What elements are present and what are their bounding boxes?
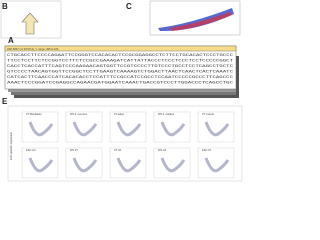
plot-frame — [21, 111, 59, 143]
sequence-stack: H3P-5847.m1 FOSTLE_Y, range: 408 to 106 … — [4, 45, 239, 98]
figure: B C A H3P-5847.m1 FOSTLE_Y, range: 408 t… — [0, 0, 243, 182]
plot-title: 3T adipo — [114, 112, 125, 116]
sequence-line: TTCCTCCTTCTCCGGTCCTTCTCCGCCGAAAGATCATTAT… — [7, 59, 233, 63]
plot-frame — [197, 147, 235, 179]
arrow — [21, 12, 39, 35]
plot-frame — [197, 111, 235, 143]
plot-title: 3T ctrl — [114, 148, 122, 152]
y-axis-label: ESC-specific expression — [9, 131, 13, 160]
plot-frame — [109, 111, 147, 143]
panel-letter: C — [126, 2, 132, 11]
plot-title: 3T muscle — [202, 112, 214, 116]
sequence-line: CATCACTTCAACCCATCACACACCTCCATTTCCGCCATCC… — [7, 75, 233, 79]
plot-title: 3T fibroblasts — [26, 112, 42, 116]
plot-cloud — [160, 157, 186, 173]
plot-title: iPS d. cardiac — [158, 112, 175, 116]
panel-letter: B — [2, 2, 8, 11]
plot-title: iPS 3T — [70, 148, 78, 152]
plot-cloud — [116, 121, 142, 137]
sequence-line: AAACTCCCGGATCCGAGGCCAGAACGATGGAATCAAACTG… — [7, 81, 233, 85]
plot-title: iPS d. neurons — [70, 112, 88, 116]
panel-frame — [0, 0, 62, 39]
plot-frame — [153, 147, 191, 179]
plot-cloud — [72, 157, 98, 173]
sequence-line: CACCTCACCATTTCAGTCCCAAGAACAGTGGTTCCGTCCC… — [7, 64, 233, 68]
panel-letter: A — [8, 36, 14, 45]
plot-cloud — [28, 157, 54, 173]
sequence-line: CTGCACCTTCCCCAGAATTCCGGGTCCACACACTCCGCGG… — [7, 53, 233, 57]
plot-title: iPS ctrl — [158, 148, 167, 152]
plot-cloud — [204, 121, 230, 137]
plot-cloud — [204, 157, 230, 173]
plot-frame — [153, 111, 191, 143]
plot-frame — [109, 147, 147, 179]
plot-frame — [21, 147, 59, 179]
sequence-header: H3P-5847.m1 FOSTLE_Y, range: 408 to 106 — [7, 47, 59, 51]
plot-title: ESC 3T — [202, 148, 211, 152]
plot-title: ESC ctrl — [26, 148, 36, 152]
plot-frame — [65, 111, 103, 143]
plot-cloud — [72, 121, 98, 137]
scatter-illustration — [149, 0, 241, 36]
plot-cloud — [160, 121, 186, 137]
sequence-line: GTCCCCTAACAGTGGTTCCGGCTCCTTGAAGTCAAAAGTC… — [7, 70, 233, 74]
plot-cloud — [28, 121, 54, 137]
panel-letter: E — [2, 97, 8, 106]
plot-frame — [65, 147, 103, 179]
plot-cloud — [116, 157, 142, 173]
